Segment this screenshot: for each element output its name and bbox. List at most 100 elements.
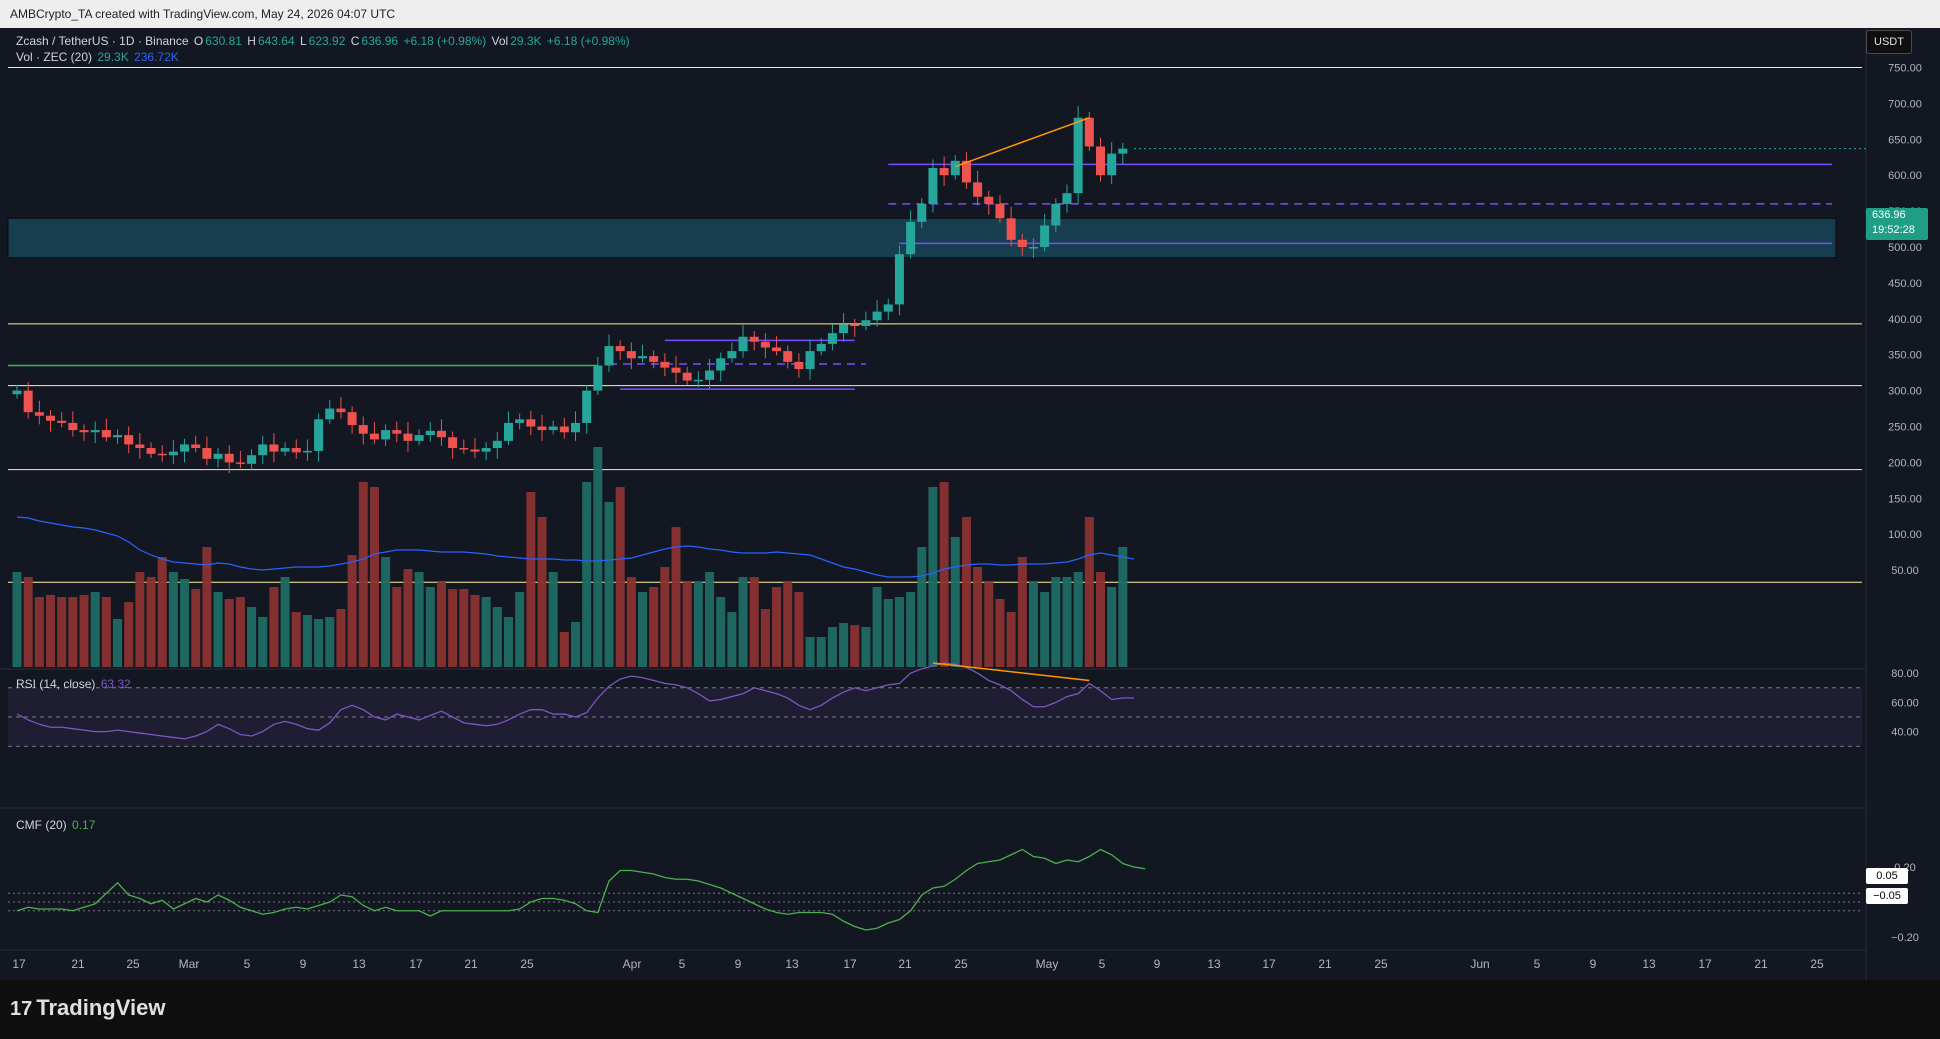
tradingview-logo[interactable]: 17 TradingView: [10, 995, 165, 1021]
volume-bar: [1017, 557, 1027, 667]
volume-bar: [928, 487, 938, 667]
volume-bar: [1084, 517, 1094, 667]
volume-bar: [749, 577, 759, 667]
volume-bar: [46, 595, 56, 667]
candle-body: [191, 444, 201, 449]
volume-bar: [347, 555, 357, 667]
volume-bar: [950, 537, 960, 667]
volume-indicator-label: Vol · ZEC (20): [16, 50, 93, 64]
rsi-band-fill: [8, 687, 1862, 747]
candle-body: [459, 448, 469, 450]
candle-body: [1118, 148, 1128, 154]
volume-bar: [615, 487, 625, 667]
candle-body: [537, 426, 547, 431]
candle-body: [492, 440, 502, 449]
candle-body: [448, 437, 458, 449]
candle-body: [582, 390, 592, 423]
candle-body: [883, 304, 893, 312]
volume-bar: [157, 557, 167, 667]
volume-bar: [872, 587, 882, 667]
price-tick-label: 100.00: [1888, 529, 1922, 541]
o-label: O: [193, 34, 204, 48]
currency-selector[interactable]: USDT: [1866, 30, 1912, 54]
candle-body: [436, 430, 446, 438]
header-attribution: AMBCrypto_TA created with TradingView.co…: [10, 7, 396, 21]
volume-bar: [503, 617, 513, 667]
price-tick-label: 500.00: [1888, 242, 1922, 254]
candle-body: [1051, 203, 1061, 226]
cmf-line: [16, 848, 1146, 931]
time-tick-label: 25: [126, 957, 140, 971]
volume-bar: [269, 587, 279, 667]
volume-bar: [414, 572, 424, 667]
volume-bar: [794, 592, 804, 667]
volume-bar: [660, 567, 670, 667]
volume-bar: [146, 577, 156, 667]
volume-bar: [582, 482, 592, 667]
volume-bar: [34, 597, 44, 667]
volume-bar: [459, 589, 469, 667]
volume-bar: [995, 599, 1005, 667]
volume-bar: [180, 579, 190, 667]
time-tick-label: Jun: [1470, 957, 1489, 971]
last-price: 636.96: [1872, 209, 1906, 221]
time-tick-label: 9: [735, 957, 742, 971]
time-tick-label: 21: [71, 957, 85, 971]
price-tick-label: 50.00: [1891, 565, 1919, 577]
chart-background: [0, 28, 1940, 980]
time-tick-label: 25: [954, 957, 968, 971]
time-tick-label: Apr: [623, 957, 642, 971]
candle-body: [202, 448, 212, 459]
volume-bar: [168, 572, 178, 667]
time-tick-label: 5: [1534, 957, 1541, 971]
candle-body: [660, 361, 670, 368]
volume-bar: [772, 587, 782, 667]
volume-bar: [57, 597, 67, 667]
candle-body: [180, 444, 190, 452]
time-tick-label: 21: [464, 957, 478, 971]
chart-area[interactable]: 750.00 700.00 650.00 600.00 5 50.00 500.00 450.…: [0, 28, 1940, 980]
time-tick-label: 17: [1698, 957, 1712, 971]
cmf-upper-tag: 0.05: [1866, 868, 1908, 884]
candle-body: [157, 453, 167, 456]
candle-body: [671, 367, 681, 373]
candle-body: [973, 182, 983, 197]
time-tick-label: 21: [898, 957, 912, 971]
volume-bar: [1095, 572, 1105, 667]
candle-body: [392, 430, 402, 434]
time-tick-label: 21: [1318, 957, 1332, 971]
volume-bar: [839, 623, 849, 667]
candle-body: [325, 408, 335, 420]
chart-canvas[interactable]: 750.00 700.00 650.00 600.00 5 50.00 500.00 450.…: [0, 28, 1940, 980]
candle-body: [57, 420, 67, 423]
candle-body: [280, 448, 290, 452]
price-tick-label: 250.00: [1888, 422, 1922, 434]
candle-body: [526, 419, 536, 427]
candle-body: [928, 168, 938, 204]
time-tick-label: 25: [1374, 957, 1388, 971]
volume-bar: [559, 632, 569, 667]
candle-body: [269, 444, 279, 452]
volume-bar: [783, 582, 793, 667]
candle-body: [738, 336, 748, 352]
volume-ma-line: [16, 516, 1135, 578]
candle-body: [515, 419, 525, 423]
candle-body: [760, 341, 770, 348]
price-tick-label: 150.00: [1888, 493, 1922, 505]
candle-body: [1073, 117, 1083, 194]
volume-bar: [235, 597, 245, 667]
candle-body: [247, 455, 257, 464]
volume-bar: [213, 592, 223, 667]
time-tick-label: 17: [1262, 957, 1276, 971]
rsi-line: [16, 662, 1134, 740]
last-price-tag: 636.96 19:52:28: [1866, 208, 1928, 240]
volume-ma-value: 236.72K: [134, 50, 179, 64]
volume-bar: [1028, 582, 1038, 667]
candle-body: [258, 444, 268, 456]
candle-body: [135, 444, 145, 449]
volume-bar: [68, 597, 78, 667]
volume-bar: [470, 595, 480, 667]
volume-bar: [302, 615, 312, 667]
l-label: L: [299, 34, 307, 48]
candle-body: [425, 430, 435, 436]
